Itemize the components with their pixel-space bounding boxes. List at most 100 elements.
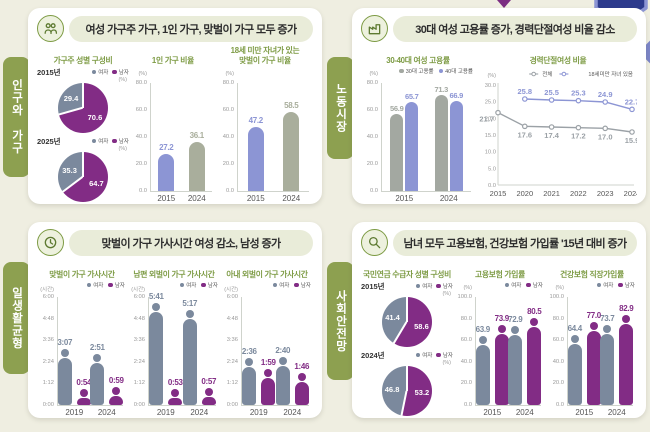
person-body (90, 362, 105, 405)
svg-text:2015: 2015 (490, 189, 507, 198)
plot-area: 2019 2024 5:41 0:53 5:17 0:57 (148, 292, 216, 417)
axis-unit-label: (시간) (224, 287, 238, 293)
legend-dot (415, 283, 421, 289)
plot-area: 2019 2024 2:36 1:59 2:40 1:46 (241, 297, 309, 417)
legend-dot (415, 352, 421, 358)
panel-body: 맞벌이 가구 가사시간 (시간) 2019 2024 3:07 0:54 2:51 0:59… (28, 256, 322, 419)
person-head (245, 358, 254, 367)
legend-dot (436, 352, 441, 358)
axis-unit-label: (%) (369, 71, 378, 77)
legend-label: 40대 고용률 (445, 69, 473, 75)
svg-text:24.9: 24.9 (598, 90, 613, 99)
person-head (171, 389, 180, 398)
legend-label: 여자 (98, 70, 109, 76)
bar-value-label: 73.9 (494, 314, 510, 324)
person-bar (90, 353, 105, 405)
x-axis-label: 2015 (395, 194, 414, 203)
person-bar (508, 326, 523, 405)
axis-unit-label: (%) (463, 285, 472, 291)
legend: 여자 남자 (504, 281, 543, 289)
pie-wrap: 64.7 35.3 (37, 152, 129, 202)
legend-dot (504, 282, 510, 288)
legend-label: 여자 (422, 353, 433, 359)
bar-value-label: 73.7 (600, 314, 615, 324)
legend-dot (526, 282, 531, 288)
bar (158, 154, 175, 191)
chart-title: 국민연금 수급자 성별 구성비 (362, 269, 452, 279)
person-bar (494, 325, 509, 405)
svg-text:25.5: 25.5 (544, 88, 559, 97)
dual-income-children-bar-chart: (%) 2015 2024 47.2 58.5 80.0 60.0 40.0 20.0 0.0 (217, 67, 313, 205)
axis-unit-label: (%) (138, 71, 147, 77)
bar-value-label: 47.2 (248, 116, 264, 126)
plot-area: 2015 2024 47.2 58.5 (237, 83, 309, 203)
svg-text:15.9: 15.9 (625, 136, 637, 145)
y-axis-tick-label: 80.0 (366, 80, 378, 86)
pie-value-label: 58.6 (414, 321, 429, 331)
person-head (530, 318, 539, 327)
svg-text:15.0: 15.0 (485, 133, 496, 139)
bar-value-label: 0:54 (76, 377, 92, 387)
x-axis-label: 2024 (283, 408, 302, 417)
bar-value-label: 27.2 (159, 143, 174, 153)
y-axis-tick-label: 0.0 (463, 402, 472, 408)
bar-value-label: 71.3 (434, 84, 449, 94)
housework-wife-earner-chart: (시간) 2019 2024 2:36 1:59 2:40 1:46 6:00 4:48 3:36… (221, 281, 313, 419)
employment-insurance-chart: (%) 2015 2024 63.9 73.9 72.9 80.5 100.0 80.0 60.0… (455, 281, 545, 419)
pie-block: 2025년 여자 남자 (%) 64.7 35.3 (37, 136, 129, 202)
legend-label: 남자 (442, 284, 453, 290)
y-axis-tick-label: 3:36 (133, 337, 145, 344)
person-bar (275, 357, 290, 405)
bar-value-label: 0:59 (108, 376, 124, 386)
legend-label: 남자 (624, 283, 635, 289)
pie-separator (58, 107, 84, 116)
sidebar-tab-population-households: 인구와 가구 (3, 57, 30, 177)
bar-value-label: 0:57 (201, 376, 217, 386)
x-axis-label: 2024 (97, 408, 116, 417)
svg-text:18세미만 자녀 있음: 18세미만 자녀 있음 (588, 70, 633, 78)
bar (283, 112, 300, 191)
svg-text:21.7: 21.7 (479, 115, 494, 124)
legend-dot (112, 138, 117, 144)
legend-dot (108, 282, 113, 288)
person-bar (600, 325, 615, 405)
sidebar-tab-social-safety-net: 사회안전망 (327, 262, 354, 380)
person-bar (527, 318, 542, 405)
y-axis-tick-label: 100.0 (457, 294, 472, 300)
pie-header: 2015년 여자 남자 (361, 281, 453, 291)
chart-title: 경력단절여성 비율 (529, 55, 587, 65)
pie-separator (393, 321, 408, 344)
y-axis-tick-label: 80.0 (222, 80, 234, 86)
legend: 여자 남자 (272, 281, 311, 289)
y-axis-tick-label: 20.0 (460, 380, 472, 387)
pie-separator (82, 152, 84, 177)
pie: 58.6 41.4 (382, 297, 432, 347)
x-axis-label: 2024 (187, 194, 206, 203)
legend: 여자 남자 (91, 137, 129, 145)
pie-separator (82, 83, 84, 108)
y-axis-tick-label: 2:24 (226, 358, 238, 365)
legend-item: 30대 고용률 (399, 67, 434, 75)
sidebar-tab-work-life-balance: 일생활균형 (3, 262, 30, 374)
legend-item: 여자 (179, 281, 196, 289)
y-axis-tick-label: 80.0 (460, 315, 472, 322)
x-axis-label: 2015 (483, 408, 502, 417)
y-axis-tick-label: 60.0 (460, 337, 472, 344)
axis-unit-label: (%) (442, 291, 451, 297)
x-axis-label: 2015 (246, 194, 265, 203)
legend-item: 남자 (112, 137, 129, 145)
bar-value-label: 1:59 (260, 358, 276, 368)
person-head (264, 369, 273, 378)
legend: 30대 고용률 40대 고용률 (399, 67, 473, 75)
person-head (297, 373, 306, 382)
person-body (242, 367, 257, 405)
person-body (527, 327, 542, 405)
pie-year-label: 2015년 (37, 67, 61, 77)
line-chart-svg: 30.0 25.0 20.0 15.0 10.0 5.0 0.0 (%) 2015 2020 202… (479, 70, 640, 198)
person-body (57, 357, 72, 405)
legend-label: 여자 (422, 284, 433, 290)
pie: 64.7 35.3 (58, 152, 108, 202)
svg-text:2020: 2020 (516, 189, 533, 198)
plot-area: 2019 2024 3:07 0:54 2:51 0:59 (57, 297, 124, 417)
axis-unit-label: (시간) (40, 287, 54, 293)
